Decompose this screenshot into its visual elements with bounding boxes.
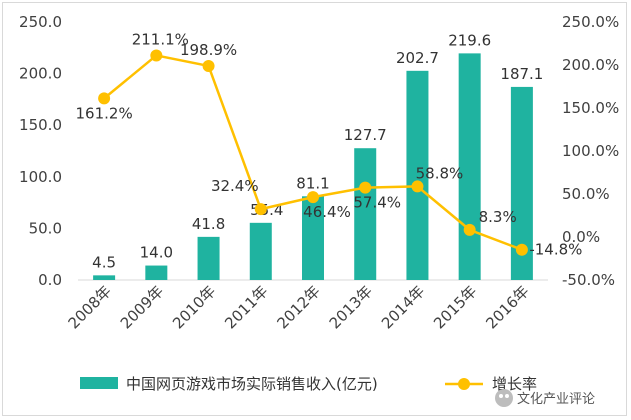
legend-line-label: 增长率 (492, 375, 537, 393)
growth-value-label: 198.9% (180, 41, 237, 59)
left-tick-label: 100.0 (19, 168, 62, 186)
x-tick-label: 2010年 (169, 282, 219, 332)
x-tick-label: 2016年 (482, 282, 532, 332)
x-tick-label: 2012年 (273, 282, 323, 332)
growth-point (307, 191, 319, 204)
growth-labels: 161.2% 211.1%198.9% 32.4% 46.4%57.4% 58.8% 8.… (76, 30, 583, 258)
left-tick-label: 0.0 (38, 271, 62, 289)
left-axis: 0.0 50.0 100.0 150.0 200.0 250.0 (19, 13, 62, 289)
bar-value-label: 202.7 (396, 49, 439, 67)
x-tick-label: 2014年 (378, 282, 428, 332)
growth-point (463, 223, 476, 236)
right-tick-label: 150.0% (562, 99, 619, 117)
bar-value-label: 14.0 (140, 244, 173, 262)
right-axis: -50.0% 0.0% 50.0% 100.0% 150.0% 200.0% 250.0% (562, 13, 619, 289)
right-tick-label: 250.0% (562, 13, 619, 31)
bar (510, 86, 533, 280)
right-tick-label: 50.0% (562, 185, 610, 203)
watermark: 文化产业评论 (495, 389, 595, 407)
growth-points (98, 49, 528, 256)
bar-value-label: 219.6 (448, 31, 491, 49)
x-axis: 2008年 2009年 2010年 2011年 2012年 2013年 2014年 2015年… (65, 282, 533, 332)
x-tick-label: 2009年 (117, 282, 167, 332)
watermark-text: 文化产业评论 (517, 392, 595, 407)
growth-point (359, 181, 372, 194)
growth-point (98, 92, 111, 105)
bar-value-label: 187.1 (500, 65, 543, 83)
right-tick-label: -50.0% (562, 271, 615, 289)
bar (93, 275, 116, 280)
growth-point (202, 59, 215, 72)
wechat-icon-eye-right (505, 394, 509, 398)
growth-value-label: 8.3% (479, 208, 517, 226)
bar (197, 236, 220, 280)
wechat-icon-eye-left (499, 394, 503, 398)
left-tick-label: 50.0 (29, 219, 62, 237)
growth-value-label: -14.8% (529, 241, 582, 259)
growth-point (254, 203, 267, 216)
growth-value-label: 32.4% (211, 177, 259, 195)
bar (354, 148, 377, 280)
bar-value-label: 81.1 (296, 174, 329, 192)
legend-bar-swatch (80, 377, 118, 389)
legend: 中国网页游戏市场实际销售收入(亿元) 增长率 (80, 375, 537, 393)
bar (458, 53, 481, 280)
right-tick-label: 100.0% (562, 142, 619, 160)
left-tick-label: 150.0 (19, 116, 62, 134)
bar (249, 222, 272, 280)
left-tick-label: 200.0 (19, 65, 62, 83)
left-tick-label: 250.0 (19, 13, 62, 31)
growth-value-label: 58.8% (416, 164, 464, 182)
growth-value-label: 57.4% (353, 194, 401, 212)
bar (406, 70, 429, 280)
bar-series (93, 53, 533, 280)
growth-value-label: 211.1% (132, 30, 189, 48)
x-tick-label: 2015年 (430, 282, 480, 332)
x-tick-label: 2011年 (221, 282, 271, 332)
bar-value-label: 4.5 (92, 253, 116, 271)
growth-point (411, 180, 424, 193)
legend-bar-label: 中国网页游戏市场实际销售收入(亿元) (126, 375, 378, 393)
x-tick-label: 2008年 (65, 282, 115, 332)
legend-line-marker (458, 378, 470, 390)
wechat-icon (495, 389, 513, 407)
bar-value-label: 127.7 (344, 126, 387, 144)
bar (145, 265, 168, 280)
growth-value-label: 161.2% (76, 104, 133, 122)
growth-value-label: 46.4% (303, 203, 351, 221)
bar-value-label: 41.8 (192, 215, 225, 233)
right-tick-label: 0.0% (562, 228, 600, 246)
x-tick-label: 2013年 (326, 282, 376, 332)
growth-point (150, 49, 163, 62)
growth-point (515, 243, 528, 256)
bar (302, 196, 324, 280)
right-tick-label: 200.0% (562, 56, 619, 74)
